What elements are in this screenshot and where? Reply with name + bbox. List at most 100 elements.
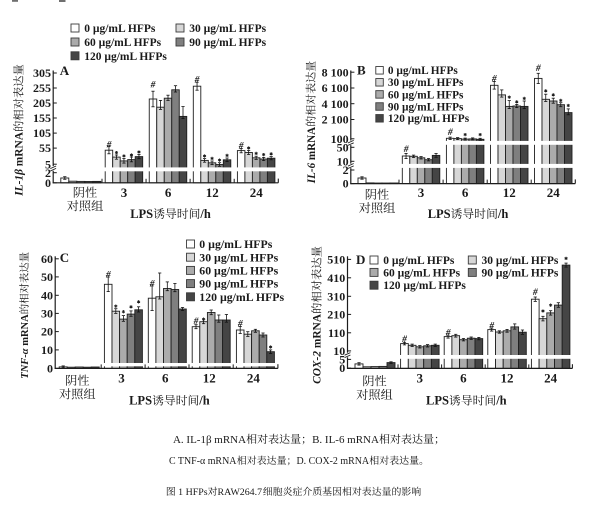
svg-text:55: 55 [39, 141, 51, 155]
svg-text:90 µg/mL HFPs: 90 µg/mL HFPs [482, 267, 559, 279]
svg-text:205: 205 [33, 96, 51, 110]
svg-text:#: # [532, 288, 538, 298]
svg-text:D. COX-2 mRNA: D. COX-2 mRNA [297, 456, 370, 467]
svg-text:2: 2 [45, 166, 51, 180]
svg-text:155: 155 [33, 111, 51, 125]
svg-text:0 µg/mL HFPs: 0 µg/mL HFPs [383, 255, 455, 267]
svg-text:20: 20 [41, 325, 53, 339]
svg-text:C TNF-α mRNA: C TNF-α mRNA [169, 456, 237, 467]
svg-text:10: 10 [337, 154, 349, 168]
svg-text:60: 60 [41, 252, 53, 266]
svg-text:2 100: 2 100 [322, 113, 349, 127]
svg-text:120 µg/mL HFPs: 120 µg/mL HFPs [84, 51, 167, 63]
svg-text:90 µg/mL HFPs: 90 µg/mL HFPs [388, 101, 464, 113]
svg-text:30 µg/mL HFPs: 30 µg/mL HFPs [482, 255, 559, 267]
svg-text:RAW264.7: RAW264.7 [218, 487, 263, 498]
svg-text:#: # [105, 270, 111, 280]
svg-text:50: 50 [337, 140, 349, 154]
svg-text:2: 2 [343, 163, 349, 177]
svg-text:0: 0 [47, 362, 53, 376]
svg-text:12: 12 [501, 370, 514, 385]
svg-text:4 100: 4 100 [322, 97, 349, 111]
svg-text:B. IL-6 mRNA: B. IL-6 mRNA [312, 434, 379, 446]
svg-text:TNF-α: TNF-α [20, 348, 31, 378]
svg-text:90 µg/mL HFPs: 90 µg/mL HFPs [189, 37, 266, 49]
svg-text:/h: /h [497, 207, 508, 221]
svg-text:B: B [357, 63, 366, 78]
svg-text:10: 10 [41, 343, 53, 357]
svg-text:LPS: LPS [130, 207, 153, 221]
svg-text:410: 410 [327, 271, 345, 285]
svg-text:40: 40 [41, 288, 53, 302]
svg-text:mRNA: mRNA [306, 127, 318, 163]
svg-text:0 µg/mL HFPs: 0 µg/mL HFPs [84, 23, 156, 35]
svg-text:30 µg/mL HFPs: 30 µg/mL HFPs [388, 77, 464, 89]
svg-text:60 µg/mL HFPs: 60 µg/mL HFPs [383, 267, 460, 279]
svg-text:0: 0 [45, 176, 51, 190]
svg-text:0 µg/mL HFPs: 0 µg/mL HFPs [199, 237, 272, 251]
svg-text:105: 105 [33, 126, 51, 140]
svg-text:24: 24 [544, 370, 558, 385]
svg-text:30 µg/mL HFPs: 30 µg/mL HFPs [199, 250, 278, 264]
svg-text:0 µg/mL HFPs: 0 µg/mL HFPs [388, 65, 459, 77]
svg-text:LPS: LPS [129, 394, 152, 408]
svg-text:6: 6 [162, 370, 169, 385]
svg-text:510: 510 [327, 253, 345, 267]
svg-text:10: 10 [333, 344, 345, 358]
svg-text:A: A [60, 63, 70, 78]
svg-text:210: 210 [327, 308, 345, 322]
svg-text:90 µg/mL HFPs: 90 µg/mL HFPs [199, 277, 278, 291]
svg-text:mRNA: mRNA [14, 131, 26, 169]
svg-text:#: # [447, 128, 453, 138]
svg-text:#: # [238, 141, 244, 151]
svg-text:24: 24 [250, 185, 264, 200]
svg-text:30: 30 [41, 307, 53, 321]
svg-text:6 100: 6 100 [322, 81, 349, 95]
svg-text:#: # [491, 75, 497, 85]
svg-text:#: # [237, 319, 243, 329]
svg-text:24: 24 [547, 185, 561, 200]
svg-text:30 µg/mL HFPs: 30 µg/mL HFPs [189, 23, 266, 35]
svg-text:A. IL-1β mRNA: A. IL-1β mRNA [173, 434, 246, 446]
svg-text:#: # [106, 141, 112, 151]
svg-text:/h: /h [199, 207, 210, 221]
svg-text:LPS: LPS [426, 394, 449, 408]
svg-text:12: 12 [503, 185, 516, 200]
svg-text:8 100: 8 100 [322, 65, 349, 79]
svg-text:3: 3 [418, 185, 425, 200]
svg-text:#: # [403, 145, 409, 155]
svg-text:3: 3 [417, 370, 424, 385]
svg-text:5: 5 [339, 353, 345, 367]
svg-text:#: # [193, 317, 199, 327]
svg-text:120 µg/mL HFPs: 120 µg/mL HFPs [388, 113, 470, 125]
svg-text:#: # [535, 64, 541, 74]
svg-text:C: C [60, 250, 69, 265]
svg-text:120 µg/mL HFPs: 120 µg/mL HFPs [383, 280, 466, 292]
svg-text:60 µg/mL HFPs: 60 µg/mL HFPs [84, 37, 161, 49]
svg-text:mRNA: mRNA [312, 313, 324, 351]
svg-text:#: # [488, 321, 494, 331]
svg-text:0: 0 [339, 361, 345, 375]
svg-text:310: 310 [327, 289, 345, 303]
svg-text:24: 24 [247, 370, 261, 385]
svg-text:1 HFPs: 1 HFPs [176, 487, 208, 498]
svg-text:60 µg/mL HFPs: 60 µg/mL HFPs [388, 89, 464, 101]
svg-text:100: 100 [331, 132, 349, 146]
svg-text:COX-2: COX-2 [312, 351, 324, 384]
svg-text:IL-6: IL-6 [306, 162, 318, 184]
svg-text:6: 6 [460, 370, 467, 385]
svg-text:6: 6 [165, 185, 172, 200]
svg-text:6: 6 [462, 185, 469, 200]
svg-text:3: 3 [118, 370, 125, 385]
svg-text:#: # [149, 279, 155, 289]
svg-text:50: 50 [41, 270, 53, 284]
svg-text:305: 305 [33, 66, 51, 80]
svg-text:/h: /h [198, 394, 209, 408]
svg-text:/h: /h [495, 394, 506, 408]
svg-text:12: 12 [203, 370, 216, 385]
svg-text:#: # [150, 80, 156, 90]
svg-text:120 µg/mL HFPs: 120 µg/mL HFPs [199, 290, 284, 304]
svg-text:#: # [401, 335, 407, 345]
svg-text:#: # [445, 328, 451, 338]
svg-text:D: D [356, 252, 365, 267]
